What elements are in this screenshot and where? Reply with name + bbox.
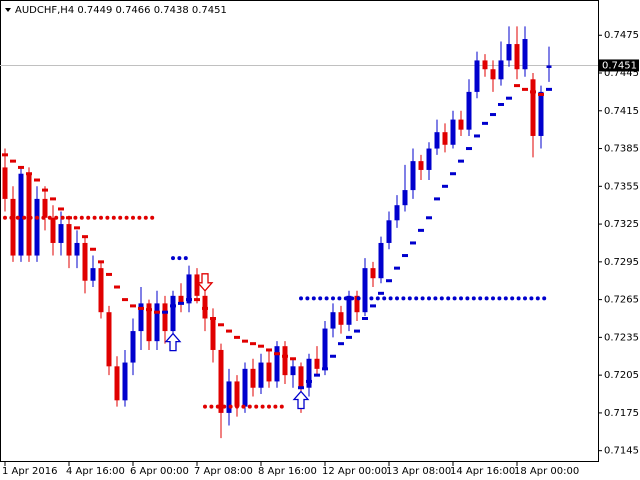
candle-body <box>266 362 272 382</box>
y-tick-label: 0.7235 <box>604 332 639 343</box>
x-tick-label: 7 Apr 08:00 <box>194 466 253 477</box>
y-tick-label: 0.7445 <box>604 68 639 79</box>
candle-body <box>34 198 40 256</box>
x-tick-label: 1 Apr 2016 <box>2 466 57 477</box>
candle-body <box>226 381 232 413</box>
candle-body <box>234 381 240 407</box>
current-price-tag <box>599 59 639 72</box>
candle-body <box>386 220 392 243</box>
candle-body <box>466 91 472 130</box>
candle-body <box>274 346 280 382</box>
candle-body <box>410 161 416 191</box>
candle-body <box>306 358 312 388</box>
candle-body <box>442 132 448 145</box>
signal-arrow <box>292 390 310 410</box>
candle-body <box>314 358 320 369</box>
y-tick-label: 0.7175 <box>604 408 639 419</box>
y-tick-label: 0.7265 <box>604 295 639 306</box>
candle-body <box>530 79 536 136</box>
candle-body <box>114 366 120 401</box>
candle-body <box>330 312 336 329</box>
candle-body <box>362 268 368 313</box>
y-tick-label: 0.7415 <box>604 106 639 117</box>
candle-body <box>50 217 56 243</box>
candle-body <box>538 91 544 136</box>
x-tick-label: 8 Apr 16:00 <box>258 466 317 477</box>
candle-body <box>282 346 288 376</box>
candle-body <box>18 173 24 256</box>
candle-body <box>258 362 264 388</box>
candle-body <box>514 44 520 70</box>
candle-body <box>346 295 352 325</box>
y-tick-label: 0.7205 <box>604 370 639 381</box>
candle-body <box>194 274 200 296</box>
candle-body <box>154 303 160 342</box>
y-tick-label: 0.7355 <box>604 181 639 192</box>
candle-body <box>338 312 344 325</box>
candle-body <box>434 132 440 149</box>
candle-body <box>74 242 80 256</box>
candle-body <box>10 198 16 256</box>
candle-body <box>354 295 360 313</box>
x-tick-label: 12 Apr 00:00 <box>322 466 387 477</box>
x-tick-label: 18 Apr 00:00 <box>514 466 579 477</box>
y-tick-label: 0.7385 <box>604 144 639 155</box>
x-tick-label: 14 Apr 16:00 <box>450 466 515 477</box>
candle-body <box>90 268 96 281</box>
candle-body <box>122 362 128 401</box>
candle-body <box>370 268 376 279</box>
x-tick-label: 6 Apr 00:00 <box>130 466 189 477</box>
candle-body <box>170 295 176 332</box>
candle-body <box>546 65 552 68</box>
candle-body <box>402 190 408 206</box>
candle-body <box>162 303 168 332</box>
candle-body <box>482 60 488 70</box>
menu-triangle[interactable] <box>5 8 11 12</box>
signal-arrow <box>164 332 182 352</box>
candle-body <box>426 148 432 170</box>
candle-body <box>498 60 504 80</box>
y-tick-label: 0.7145 <box>604 446 639 457</box>
candle-body <box>138 303 144 332</box>
y-tick-label: 0.7295 <box>604 257 639 268</box>
candle-body <box>218 349 224 413</box>
candle-body <box>378 242 384 279</box>
y-tick-label: 0.7325 <box>604 219 639 230</box>
x-tick-label: 13 Apr 08:00 <box>386 466 451 477</box>
candle-body <box>58 224 64 243</box>
candle-body <box>130 331 136 363</box>
signal-arrow <box>196 273 214 292</box>
x-tick-label: 4 Apr 16:00 <box>66 466 125 477</box>
candle-body <box>98 268 104 313</box>
candle-body <box>506 44 512 61</box>
candle-body <box>186 274 192 304</box>
candle-body <box>458 119 464 130</box>
candle-body <box>418 161 424 170</box>
candle-body <box>322 328 328 369</box>
candle-body <box>178 295 184 304</box>
candle-body <box>42 198 48 218</box>
candle-body <box>146 303 152 342</box>
candle-body <box>394 205 400 221</box>
candle-body <box>66 224 72 256</box>
plot-frame <box>0 0 599 462</box>
candle-body <box>290 366 296 376</box>
candle-body <box>250 368 256 388</box>
candle-body <box>2 167 8 199</box>
candle-body <box>82 242 88 281</box>
current-price-label: 0.7451 <box>602 60 637 71</box>
candle-body <box>522 39 528 70</box>
candle-body <box>242 368 248 407</box>
candle-body <box>450 119 456 145</box>
candle-body <box>474 60 480 92</box>
chart-title: AUDCHF,H4 0.7449 0.7466 0.7438 0.7451 <box>15 5 227 16</box>
candle-body <box>106 312 112 367</box>
candle-body <box>210 318 216 350</box>
candle-body <box>490 69 496 80</box>
candle-body <box>298 366 304 388</box>
candle-body <box>26 173 32 256</box>
y-tick-label: 0.7475 <box>604 30 639 41</box>
